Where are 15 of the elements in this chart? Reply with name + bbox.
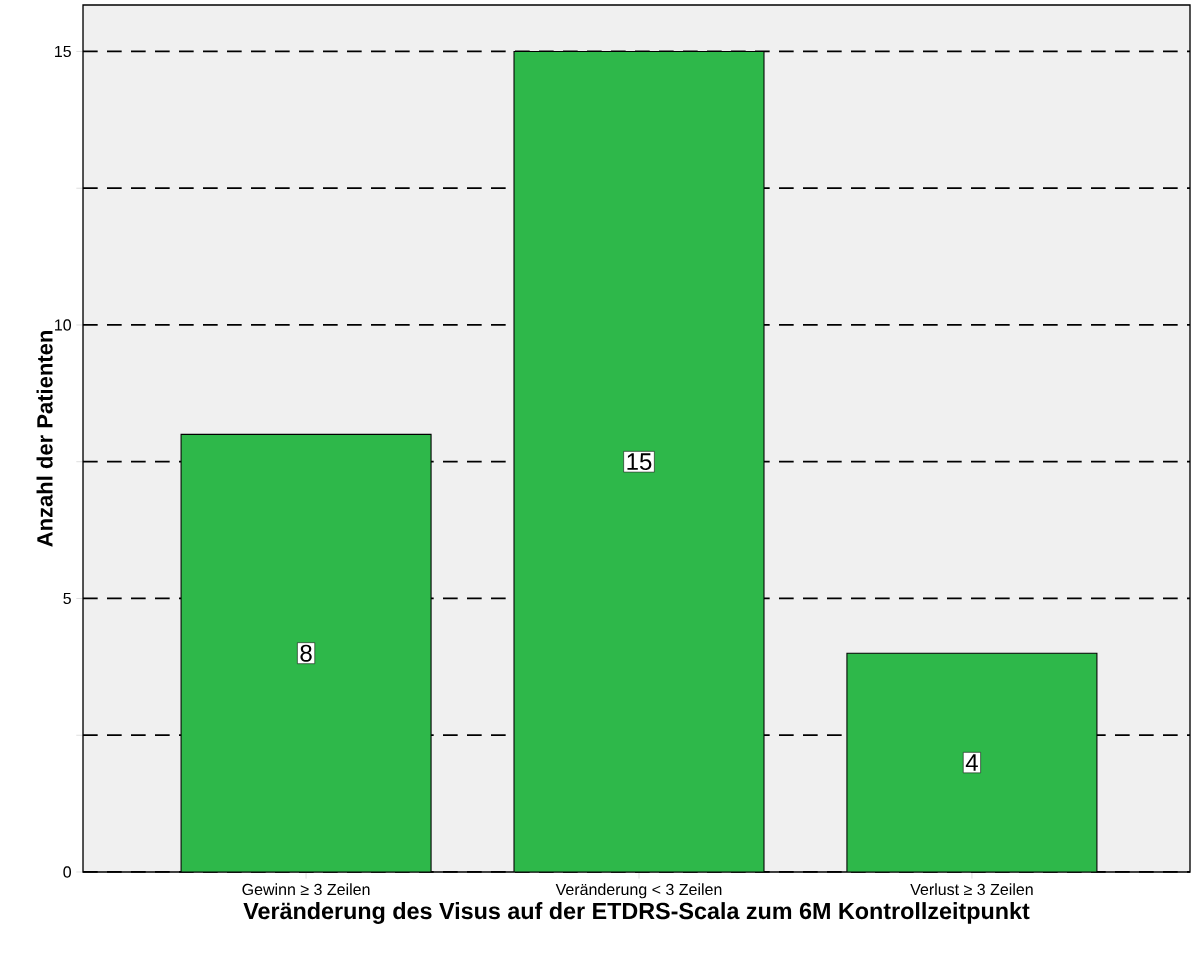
y-tick-label: 15 (55, 45, 71, 58)
y-tick-label: 0 (63, 866, 72, 878)
x-tick-label: Veränderung < 3 Zeilen (555, 883, 722, 899)
bar (513, 50, 765, 872)
data-label: 15 (627, 453, 652, 471)
x-axis-title: Veränderung des Visus auf der ETDRS-Scala zum 6M Kontrollzeitpunkt (243, 902, 1030, 924)
bar (181, 434, 432, 872)
bar (846, 652, 1098, 872)
data-label: 8 (300, 644, 312, 662)
x-tick-label: Verlust ≥ 3 Zeilen (910, 883, 1033, 896)
x-tick-label: Gewinn ≥ 3 Zeilen (242, 883, 370, 896)
y-tick-label: 5 (63, 592, 71, 605)
y-axis-title: Anzahl der Patienten (36, 331, 53, 547)
data-label: 4 (965, 754, 978, 771)
y-tick-label: 10 (55, 319, 72, 331)
